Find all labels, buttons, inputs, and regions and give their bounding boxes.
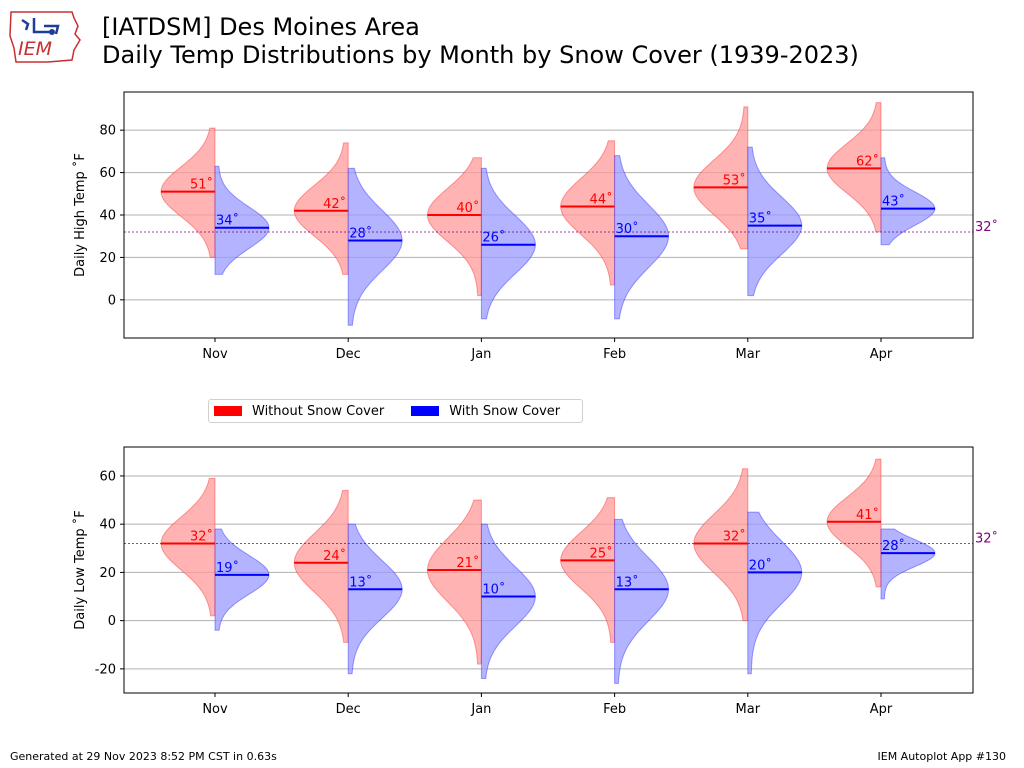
violin-without-mar (693, 468, 749, 622)
mean-label-with-mar: 35˚ (749, 211, 772, 227)
mean-label-without-jan: 40˚ (456, 200, 479, 216)
x-tick-label-mar: Mar (736, 347, 761, 362)
legend-label-without: Without Snow Cover (252, 403, 385, 419)
mean-label-without-jan: 21˚ (456, 555, 479, 571)
iem-logo: IEM (9, 11, 81, 63)
x-tick-label-apr: Apr (870, 702, 893, 717)
mean-label-without-mar: 32˚ (723, 528, 746, 544)
violin-with-dec (347, 523, 403, 675)
violin-with-nov (214, 528, 270, 631)
legend-item-with: With Snow Cover (411, 404, 560, 419)
violin-with-nov (214, 165, 270, 275)
threshold-label: 32˚ (975, 219, 998, 235)
legend: Without Snow Cover With Snow Cover (208, 399, 583, 423)
mean-label-without-mar: 53˚ (723, 172, 746, 188)
plot-frame (123, 446, 974, 694)
mean-label-without-nov: 51˚ (190, 177, 213, 193)
mean-label-with-mar: 20˚ (749, 557, 772, 573)
y-axis-label: Daily Low Temp ˚F (72, 510, 88, 630)
violin-with-mar (747, 511, 803, 675)
violin-with-jan (480, 167, 536, 320)
x-tick-label-jan: Jan (470, 702, 491, 717)
mean-label-without-feb: 25˚ (590, 545, 613, 561)
high-temp-chart: 32˚ 51˚ 34˚ 42˚28˚ 40˚26˚ 44˚30˚ 53˚ 35˚ 62˚ 43˚ 0… (72, 91, 998, 362)
legend-item-without: Without Snow Cover (214, 404, 384, 419)
violin-without-feb (560, 140, 616, 286)
violin-without-jan (426, 157, 482, 297)
footer-generated: Generated at 29 Nov 2023 8:52 PM CST in … (10, 750, 277, 763)
mean-label-without-nov: 32˚ (190, 528, 213, 544)
page-title: [IATDSM] Des Moines Area Daily Temp Dist… (102, 13, 859, 69)
legend-swatch-red (214, 406, 242, 416)
y-tick-label: 40 (99, 518, 116, 533)
y-tick-label: 40 (99, 209, 116, 224)
logo-text: IEM (18, 38, 52, 60)
mean-label-with-feb: 30˚ (616, 221, 639, 237)
mean-label-without-dec: 24˚ (323, 548, 346, 564)
y-tick-label: 80 (99, 124, 116, 139)
y-tick-label: -20 (95, 662, 116, 677)
y-tick-label: 20 (99, 251, 116, 266)
violin-with-dec (347, 167, 403, 326)
violin-without-apr (826, 102, 882, 233)
x-tick-label-mar: Mar (736, 702, 761, 717)
violin-with-apr (880, 157, 936, 246)
violin-with-jan (480, 523, 536, 680)
mean-label-with-jan: 10˚ (482, 582, 505, 598)
violin-without-nov (160, 127, 216, 258)
mean-label-without-feb: 44˚ (590, 192, 613, 208)
x-tick-label-dec: Dec (336, 347, 361, 362)
y-tick-label: 20 (99, 566, 116, 581)
mean-label-with-dec: 13˚ (349, 574, 372, 590)
violin-with-feb (614, 518, 670, 684)
x-tick-label-nov: Nov (202, 347, 228, 362)
violin-without-dec (293, 142, 349, 275)
y-tick-label: 0 (108, 293, 116, 308)
x-tick-label-dec: Dec (336, 702, 361, 717)
violin-without-mar (693, 106, 749, 250)
legend-swatch-blue (411, 406, 440, 416)
x-tick-label-feb: Feb (603, 347, 626, 362)
threshold-label: 32˚ (975, 530, 998, 546)
mean-label-with-apr: 43˚ (882, 194, 905, 210)
title-line-2: Daily Temp Distributions by Month by Sno… (102, 41, 859, 69)
mean-label-with-nov: 19˚ (216, 560, 239, 576)
y-tick-label: 0 (108, 614, 116, 629)
x-tick-label-jan: Jan (470, 347, 491, 362)
legend-label-with: With Snow Cover (449, 403, 561, 419)
footer-app: IEM Autoplot App #130 (877, 750, 1007, 763)
violin-with-feb (614, 155, 670, 320)
violin-with-apr (880, 528, 936, 600)
mean-label-without-apr: 41˚ (856, 507, 879, 523)
mean-label-with-feb: 13˚ (616, 574, 639, 590)
mean-label-with-nov: 34˚ (216, 213, 239, 229)
y-tick-label: 60 (99, 469, 116, 484)
title-line-1: [IATDSM] Des Moines Area (102, 13, 420, 41)
violin-without-dec (293, 489, 349, 643)
violin-without-feb (560, 497, 616, 643)
violin-without-nov (160, 477, 216, 617)
violin-without-apr (826, 458, 882, 588)
violin-without-jan (426, 499, 482, 665)
y-tick-label: 60 (99, 166, 116, 181)
low-temp-chart: 32˚32˚19˚24˚13˚21˚10˚25˚13˚32˚20˚41˚28˚-… (72, 446, 998, 717)
y-axis-label: Daily High Temp ˚F (72, 153, 88, 277)
violin-with-mar (747, 146, 803, 297)
x-tick-label-apr: Apr (870, 347, 893, 362)
mean-label-without-dec: 42˚ (323, 196, 346, 212)
mean-label-with-apr: 28˚ (882, 538, 905, 554)
mean-label-with-jan: 26˚ (482, 230, 505, 246)
x-tick-label-feb: Feb (603, 702, 626, 717)
mean-label-without-apr: 62˚ (856, 153, 879, 169)
mean-label-with-dec: 28˚ (349, 225, 372, 241)
x-tick-label-nov: Nov (202, 702, 228, 717)
